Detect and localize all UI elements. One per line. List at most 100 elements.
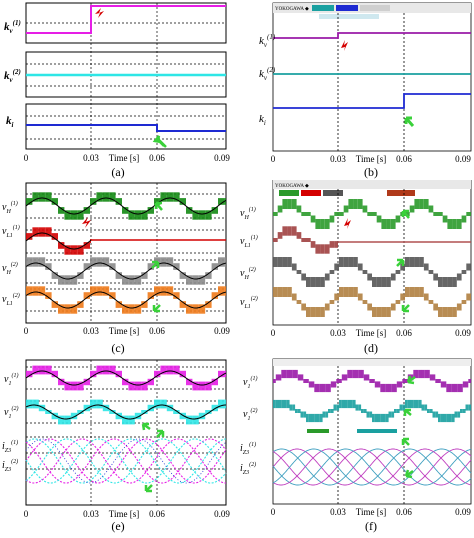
e-v1-band xyxy=(166,365,174,375)
c-vH1-line xyxy=(25,197,227,215)
d-vL1-band xyxy=(287,226,292,236)
d-vH2-band xyxy=(287,257,292,267)
f-v1-band xyxy=(322,383,326,393)
f-v1-band xyxy=(306,379,309,383)
d-vH2-band xyxy=(301,273,306,281)
d-vL2-band xyxy=(362,300,368,304)
f-caption: (f) xyxy=(365,519,377,533)
d-vH2-band xyxy=(282,257,288,267)
b-label-ki: ki xyxy=(259,113,266,127)
f-v2-band xyxy=(446,413,450,423)
c-vL2-band xyxy=(186,304,193,314)
e-tick-0: 0 xyxy=(24,509,29,519)
d-vL2-band xyxy=(386,307,391,317)
c-vH2-band xyxy=(58,275,65,285)
d-vH1-band xyxy=(282,199,288,209)
a-trace-ki xyxy=(26,124,226,132)
e-v1-band xyxy=(141,381,148,391)
d-vL2-band xyxy=(357,293,363,301)
c-vH1-band xyxy=(64,210,71,220)
f-v1-band xyxy=(350,369,353,379)
b-scope-ch-chip xyxy=(336,5,358,11)
c-vH1-band xyxy=(218,198,225,205)
f-i1-phase xyxy=(272,448,472,486)
e-v1-band xyxy=(70,381,78,391)
c-vL2-band xyxy=(211,292,218,299)
c-vH2-band xyxy=(160,257,167,267)
c-vL2-line xyxy=(25,291,227,309)
c-vH2-band xyxy=(109,263,116,270)
c-tick-2: 0.06 xyxy=(149,326,165,336)
d-vH2-band xyxy=(339,257,344,267)
d-tick-0: 0 xyxy=(271,328,276,338)
a-label-kv2: kv(2) xyxy=(4,68,21,84)
f-v1-band xyxy=(333,381,337,388)
e-i-ref xyxy=(25,438,227,484)
d-label-vH2: vH(2) xyxy=(240,266,256,281)
f-v2-band xyxy=(314,413,318,423)
panel-b-svg: YOKOGAWA ◆ kv(1) kv(2) ki 0 0.03 0.06 0.… xyxy=(259,2,472,179)
d-vH2-band xyxy=(466,263,471,271)
e-v2-band xyxy=(218,399,225,409)
d-caption: (d) xyxy=(364,341,378,355)
c-vH2-band xyxy=(198,275,206,285)
b-trace-ki xyxy=(273,93,471,109)
f-v1-band xyxy=(314,383,318,393)
b-tick-0: 0 xyxy=(271,154,276,164)
f-v1-band xyxy=(278,374,282,381)
c-vL1-band xyxy=(32,227,39,237)
f-v1-band xyxy=(418,369,422,379)
d-vH2-band xyxy=(329,270,335,274)
e-v1-band xyxy=(173,365,180,375)
d-vH2-band xyxy=(324,273,330,281)
e-i1-phase xyxy=(25,438,227,484)
f-v2-band xyxy=(275,399,279,409)
f-v2-band xyxy=(355,404,359,411)
f-v2-band xyxy=(413,399,417,409)
c-vH1-band xyxy=(179,198,186,205)
f-v1-band xyxy=(341,374,345,381)
c-vH2-band xyxy=(128,275,135,285)
d-vH2-band xyxy=(310,277,316,287)
c-vL1-band xyxy=(51,233,58,240)
c-vH1-band xyxy=(83,207,90,214)
e-v1-band xyxy=(102,365,110,375)
e-v1-band xyxy=(179,370,186,378)
f-label-v1: v1(1) xyxy=(243,375,257,390)
f-label-v2: v1(2) xyxy=(243,407,257,422)
f-v2-band xyxy=(289,404,293,411)
e-v2-band xyxy=(224,399,226,409)
d-vH2-band xyxy=(296,270,302,274)
d-vH1-band xyxy=(409,205,415,213)
d-vH1-band xyxy=(376,215,382,223)
c-vH1-band xyxy=(147,207,154,214)
d-vL2-band xyxy=(301,303,306,311)
d-vL2-band xyxy=(419,287,424,297)
e-v1-band xyxy=(122,378,129,386)
f-v1-band xyxy=(410,374,414,381)
d-vL2-band xyxy=(329,300,335,304)
f-xlabel: Time [s] xyxy=(356,507,386,517)
d-fault-bolt-icon xyxy=(344,218,351,229)
d-vH2-band xyxy=(315,277,321,287)
c-vL1-band xyxy=(45,227,52,237)
f-v1-band xyxy=(399,381,403,388)
f-v2-band xyxy=(366,411,370,418)
f-arrow-icon xyxy=(403,408,412,416)
c-vL2-band xyxy=(26,286,33,296)
d-vH1-band xyxy=(428,205,434,213)
e-arrow-icon xyxy=(141,422,151,431)
e-v1-band xyxy=(96,365,103,375)
d-vH1-band xyxy=(339,212,344,216)
e-v2-band xyxy=(166,404,174,412)
c-vL1-band xyxy=(38,227,46,237)
d-vH1-band xyxy=(423,199,429,209)
d-vL2-band xyxy=(306,307,311,317)
f-v1-band xyxy=(416,369,419,379)
f-v1-band xyxy=(396,381,400,388)
c-vH1-band xyxy=(122,207,129,214)
c-vL2-band xyxy=(166,286,174,296)
f-v2-band xyxy=(292,404,296,411)
c-vH1-band xyxy=(205,210,212,220)
c-vL2-band xyxy=(109,292,116,299)
